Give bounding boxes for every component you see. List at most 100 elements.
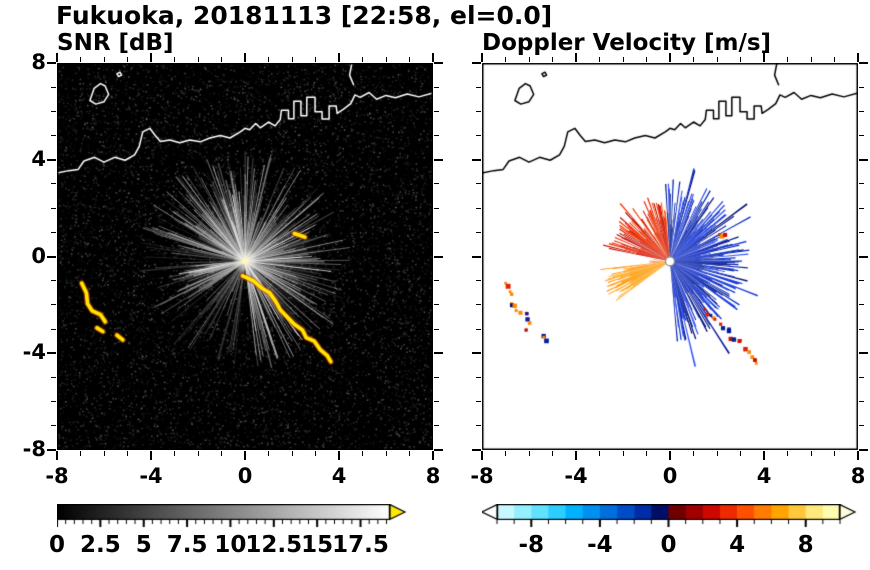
axis-tick xyxy=(51,304,56,306)
colorbar-tick-label: 2.5 xyxy=(79,532,121,558)
axis-tick xyxy=(859,425,864,427)
axis-tick xyxy=(56,451,58,460)
axis-tick xyxy=(80,451,81,456)
axis-tick xyxy=(432,53,434,62)
axis-tick xyxy=(434,135,439,137)
axis-tick xyxy=(338,451,340,460)
x-tick-label: -8 xyxy=(45,464,69,488)
axis-tick xyxy=(859,183,864,185)
axis-tick xyxy=(859,231,864,233)
axis-tick xyxy=(47,158,56,161)
x-tick-label: 0 xyxy=(662,464,678,488)
axis-tick xyxy=(740,451,741,456)
axis-tick xyxy=(434,425,439,427)
axis-tick xyxy=(599,57,600,62)
colorbar-tick-label: -4 xyxy=(587,532,613,558)
axis-tick xyxy=(47,62,56,64)
axis-tick xyxy=(51,401,56,403)
axis-tick xyxy=(47,449,56,451)
axis-tick xyxy=(622,451,624,456)
axis-tick xyxy=(857,451,859,460)
y-tick-label: -4 xyxy=(22,340,46,365)
axis-tick xyxy=(472,62,481,64)
axis-tick xyxy=(859,328,864,330)
axis-tick xyxy=(528,451,530,456)
axis-tick xyxy=(268,57,269,62)
axis-tick xyxy=(859,401,864,403)
axis-tick xyxy=(476,183,481,185)
axis-tick xyxy=(221,451,222,456)
axis-tick xyxy=(472,158,481,161)
y-tick-label: 0 xyxy=(31,243,46,268)
colorbar-tick-label: 8 xyxy=(797,532,814,558)
doppler-panel-title: Doppler Velocity [m/s] xyxy=(482,30,772,56)
axis-tick xyxy=(80,57,81,62)
axis-tick xyxy=(859,449,868,451)
colorbar-tick-label: 10 xyxy=(214,532,247,558)
colorbar-tick-label: 5 xyxy=(135,532,152,558)
colorbar-tick-label: 12.5 xyxy=(245,532,303,558)
axis-tick xyxy=(669,53,671,62)
axis-tick xyxy=(51,207,56,209)
axis-tick xyxy=(859,352,868,355)
axis-tick xyxy=(481,451,483,460)
axis-tick xyxy=(362,57,363,62)
axis-tick xyxy=(51,425,56,427)
x-tick-label: 8 xyxy=(850,464,866,488)
colorbar-tick-label: 7.5 xyxy=(166,532,208,558)
x-tick-label: 0 xyxy=(237,464,253,488)
axis-tick xyxy=(622,57,624,62)
axis-tick xyxy=(409,451,410,456)
axis-tick xyxy=(476,401,481,403)
axis-tick xyxy=(810,451,812,456)
axis-tick xyxy=(787,451,788,456)
axis-tick xyxy=(434,255,443,258)
x-tick-label: 4 xyxy=(331,464,347,488)
axis-tick xyxy=(476,231,481,233)
axis-tick xyxy=(434,304,439,306)
axis-tick xyxy=(56,53,58,62)
axis-tick xyxy=(362,451,363,456)
y-tick-label: 4 xyxy=(31,146,46,171)
axis-tick xyxy=(857,53,859,62)
axis-tick xyxy=(432,451,434,460)
axis-tick xyxy=(197,57,199,62)
axis-tick xyxy=(150,53,152,62)
axis-tick xyxy=(409,57,410,62)
axis-tick xyxy=(552,451,553,456)
colorbar-tick-label: 15 xyxy=(301,532,334,558)
axis-tick xyxy=(810,57,812,62)
axis-tick xyxy=(197,451,199,456)
axis-tick xyxy=(646,57,647,62)
axis-tick xyxy=(174,451,175,456)
axis-tick xyxy=(47,352,56,355)
colorbar-tick-label: 0 xyxy=(660,532,677,558)
snr-panel-title: SNR [dB] xyxy=(57,30,174,56)
axis-tick xyxy=(434,449,443,451)
axis-tick xyxy=(472,449,481,451)
axis-tick xyxy=(740,57,741,62)
axis-tick xyxy=(859,376,864,378)
axis-tick xyxy=(669,451,671,460)
axis-tick xyxy=(338,53,340,62)
axis-tick xyxy=(476,328,481,330)
axis-tick xyxy=(859,255,868,258)
doppler-colorbar xyxy=(482,504,858,534)
axis-tick xyxy=(505,451,506,456)
axis-tick xyxy=(174,57,175,62)
axis-tick xyxy=(575,451,577,460)
axis-tick xyxy=(385,451,387,456)
y-tick-label: -8 xyxy=(22,437,46,461)
axis-tick xyxy=(51,231,56,233)
colorbar-tick-label: 0 xyxy=(48,532,65,558)
axis-tick xyxy=(859,158,868,161)
axis-tick xyxy=(693,57,694,62)
axis-tick xyxy=(476,376,481,378)
axis-tick xyxy=(476,86,481,88)
axis-tick xyxy=(859,207,864,209)
figure-title: Fukuoka, 20181113 [22:58, el=0.0] xyxy=(56,1,553,30)
axis-tick xyxy=(291,57,293,62)
y-tick-label: 8 xyxy=(31,50,46,74)
axis-tick xyxy=(434,86,439,88)
axis-tick xyxy=(528,57,530,62)
